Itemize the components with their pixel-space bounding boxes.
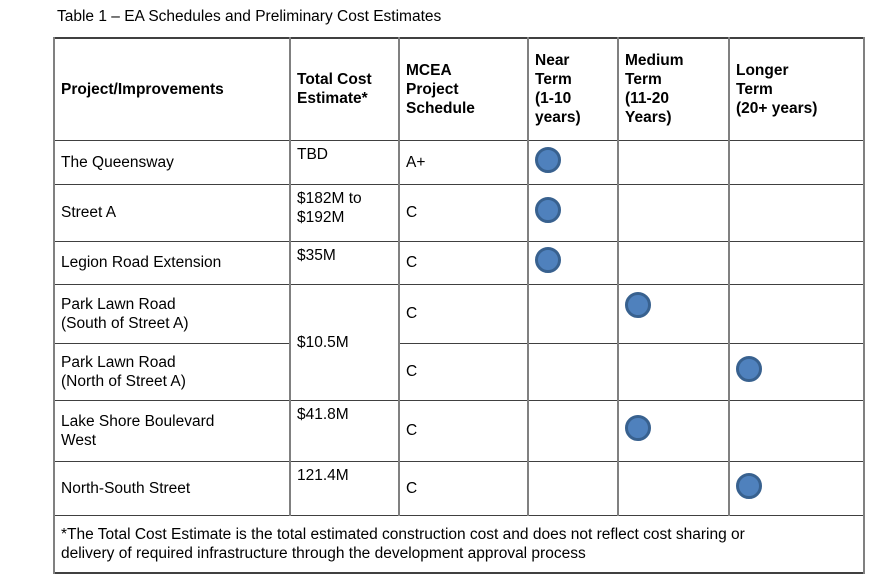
near-term-dot-icon bbox=[535, 197, 561, 223]
ea-schedule-table: Project/Improvements Total Cost Estimate… bbox=[53, 37, 865, 574]
project-cell: Legion Road Extension bbox=[53, 240, 291, 285]
near-term-cell bbox=[527, 283, 619, 344]
table-title: Table 1 – EA Schedules and Preliminary C… bbox=[57, 8, 442, 25]
header-longer-term: Longer Term (20+ years) bbox=[728, 37, 865, 141]
project-cell: Lake Shore Boulevard West bbox=[53, 399, 291, 462]
longer-term-dot-icon bbox=[736, 356, 762, 382]
longer-term-cell bbox=[728, 399, 865, 462]
longer-term-cell bbox=[728, 240, 865, 285]
cost-cell: $10.5M bbox=[289, 283, 400, 401]
header-project-improvements: Project/Improvements bbox=[53, 37, 291, 141]
medium-term-cell bbox=[617, 460, 730, 516]
medium-term-cell bbox=[617, 283, 730, 344]
medium-term-cell bbox=[617, 399, 730, 462]
near-term-cell bbox=[527, 183, 619, 242]
schedule-cell: C bbox=[398, 283, 529, 344]
longer-term-cell bbox=[728, 139, 865, 185]
medium-term-cell bbox=[617, 139, 730, 185]
medium-term-dot-icon bbox=[625, 415, 651, 441]
medium-term-cell bbox=[617, 240, 730, 285]
table-footer: *The Total Cost Estimate is the total es… bbox=[53, 514, 865, 574]
schedule-cell: C bbox=[398, 240, 529, 285]
header-near-term: Near Term (1-10 years) bbox=[527, 37, 619, 141]
schedule-cell: A+ bbox=[398, 139, 529, 185]
longer-term-cell bbox=[728, 460, 865, 516]
footnote-row: *The Total Cost Estimate is the total es… bbox=[53, 514, 865, 574]
table-row: North-South Street 121.4M C bbox=[53, 460, 865, 516]
medium-term-cell bbox=[617, 183, 730, 242]
schedule-cell: C bbox=[398, 399, 529, 462]
table-header: Project/Improvements Total Cost Estimate… bbox=[53, 37, 865, 141]
table-body: The Queensway TBD A+ Street A $182M to $192M… bbox=[53, 139, 865, 516]
cost-cell: 121.4M bbox=[289, 460, 400, 516]
near-term-cell bbox=[527, 240, 619, 285]
medium-term-cell bbox=[617, 342, 730, 401]
longer-term-cell bbox=[728, 342, 865, 401]
schedule-cell: C bbox=[398, 460, 529, 516]
cost-cell: $35M bbox=[289, 240, 400, 285]
table-row: Park Lawn Road (North of Street A) C bbox=[53, 342, 865, 401]
longer-term-cell bbox=[728, 283, 865, 344]
near-term-dot-icon bbox=[535, 247, 561, 273]
project-cell: Park Lawn Road (South of Street A) bbox=[53, 283, 291, 344]
longer-term-dot-icon bbox=[736, 472, 762, 499]
longer-term-cell bbox=[728, 183, 865, 242]
project-cell: North-South Street bbox=[53, 460, 291, 516]
near-term-cell bbox=[527, 399, 619, 462]
near-term-cell bbox=[527, 460, 619, 516]
table-row: The Queensway TBD A+ bbox=[53, 139, 865, 185]
project-cell: The Queensway bbox=[53, 139, 291, 185]
header-mcea-project-schedule: MCEA Project Schedule bbox=[398, 37, 529, 141]
header-row: Project/Improvements Total Cost Estimate… bbox=[53, 37, 865, 141]
table-row: Lake Shore Boulevard West $41.8M C bbox=[53, 399, 865, 462]
near-term-cell bbox=[527, 139, 619, 185]
table-row: Park Lawn Road (South of Street A) $10.5M… bbox=[53, 283, 865, 401]
footnote-text: *The Total Cost Estimate is the total es… bbox=[53, 514, 865, 574]
near-term-dot-icon bbox=[535, 146, 561, 173]
near-term-cell bbox=[527, 342, 619, 401]
project-cell: Street A bbox=[53, 183, 291, 242]
cost-cell: $182M to $192M bbox=[289, 183, 400, 242]
schedule-cell: C bbox=[398, 342, 529, 401]
cost-cell: $41.8M bbox=[289, 399, 400, 462]
header-medium-term: Medium Term (11-20 Years) bbox=[617, 37, 730, 141]
project-cell: Park Lawn Road (North of Street A) bbox=[53, 342, 291, 401]
schedule-cell: C bbox=[398, 183, 529, 242]
medium-term-dot-icon bbox=[625, 292, 651, 318]
table-row: Street A $182M to $192M C bbox=[53, 183, 865, 242]
header-total-cost-estimate: Total Cost Estimate* bbox=[289, 37, 400, 141]
cost-cell: TBD bbox=[289, 139, 400, 185]
table-row: Legion Road Extension $35M C bbox=[53, 240, 865, 285]
